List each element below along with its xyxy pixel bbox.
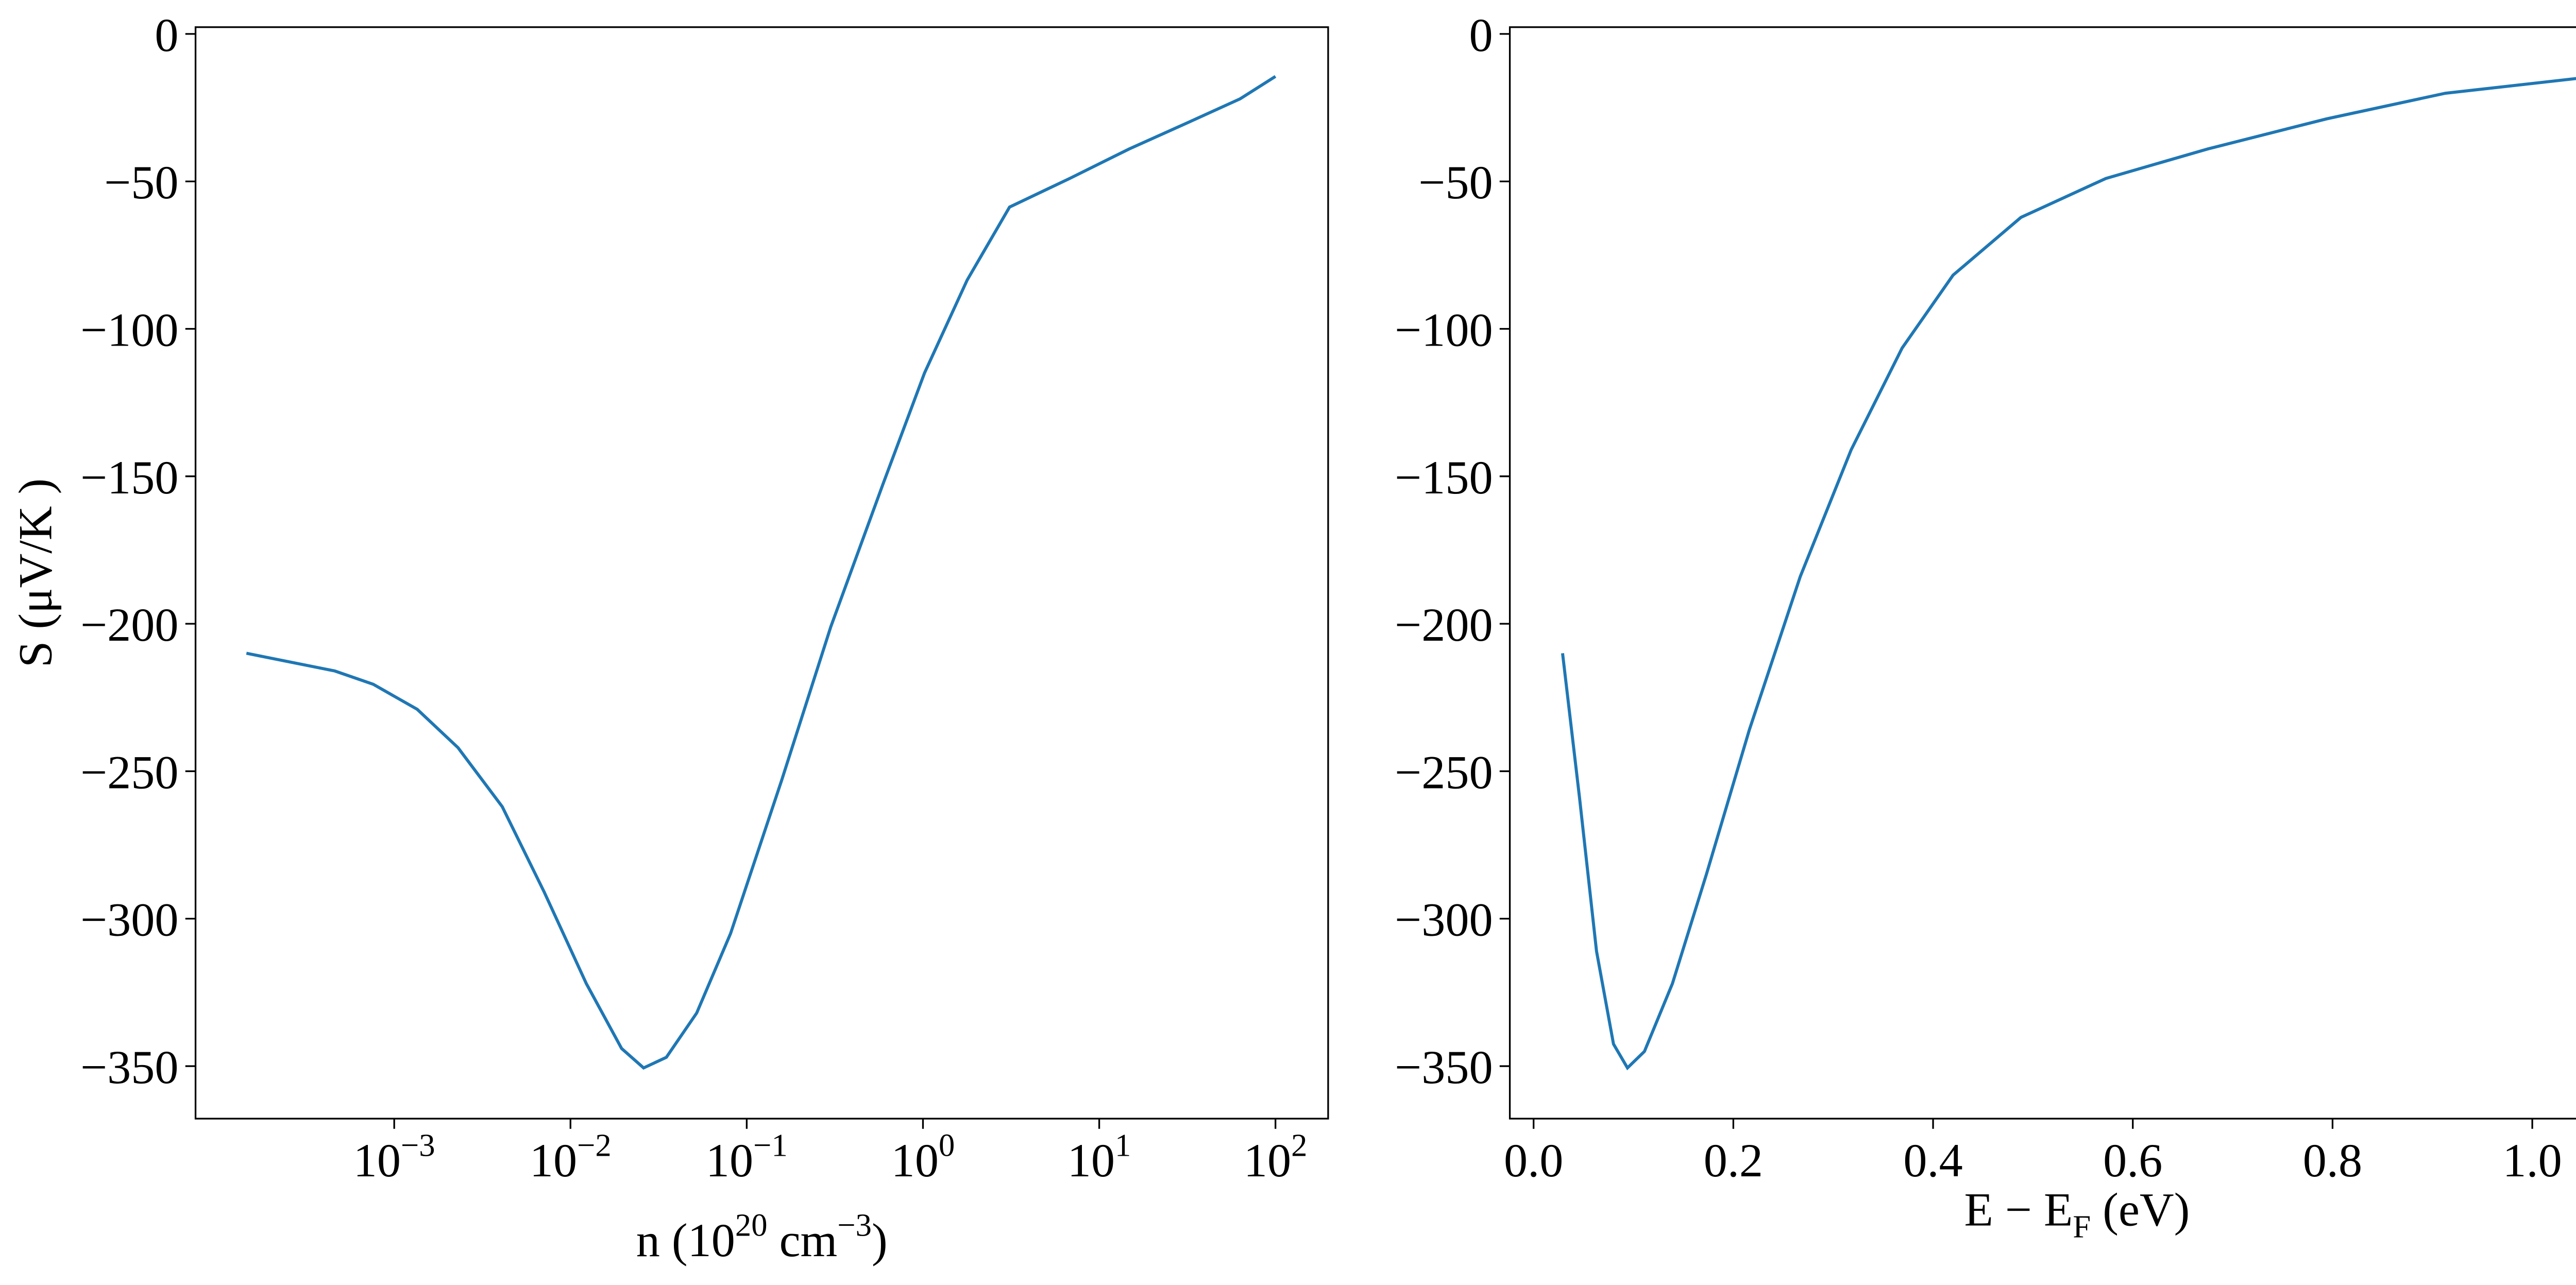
tick-base: 10 [530,1134,577,1187]
data-line [1561,77,2576,1071]
x-label-part: −3 [837,1207,872,1243]
y-tick-label: −300 [80,894,178,946]
tick-base: 10 [891,1134,939,1187]
x-tick-label: 0.6 [2103,1134,2162,1187]
tick-exponent: 1 [1115,1127,1131,1163]
x-label-part: cm [768,1214,838,1266]
x-tick-label: 0.2 [1704,1134,1763,1187]
x-label-part: ) [872,1214,888,1266]
tick-base: 10 [1067,1134,1115,1187]
y-axis-label: S (μV/K ) [9,478,61,667]
y-tick-label: −150 [80,451,178,504]
tick-exponent: −3 [401,1127,435,1163]
x-axis-label: n (1020 cm−3) [636,1207,888,1266]
axes-frame [1509,26,2576,1120]
tick-exponent: 2 [1291,1127,1307,1163]
x-tick-label: 0.4 [1903,1134,1962,1187]
x-label-part: 20 [735,1207,768,1243]
x-tick-label: 10−1 [706,1127,788,1187]
y-tick-label: −200 [80,598,178,651]
x-tick-label: 1.0 [2502,1134,2562,1187]
x-tick-label: 100 [891,1127,955,1187]
x-tick-label: 10−3 [353,1127,435,1187]
x-tick-label: 101 [1067,1127,1131,1187]
x-label-part: F [2073,1209,2091,1245]
x-label-part: n (10 [636,1214,735,1266]
y-tick-label: −200 [1395,598,1493,651]
y-tick-label: −300 [1395,894,1493,946]
x-tick-label: 10−2 [530,1127,612,1187]
y-tick-label: 0 [155,9,178,61]
y-tick-label: −100 [80,303,178,356]
tick-base: 10 [706,1134,753,1187]
axes-frame [194,26,1329,1120]
x-label-part: E − E [1964,1184,2073,1236]
tick-base: 10 [1244,1134,1291,1187]
tick-exponent: −1 [753,1127,788,1163]
y-tick-label: 0 [1469,9,1493,61]
y-tick-label: −50 [1418,156,1493,209]
x-axis-label: E − EF (eV) [1964,1184,2190,1245]
x-tick-label: 0.0 [1504,1134,1563,1187]
x-tick-label: 0.8 [2303,1134,2362,1187]
tick-base: 10 [353,1134,401,1187]
data-line [246,75,1277,1070]
x-label-part: (eV) [2091,1184,2190,1236]
x-tick-label: 102 [1244,1127,1308,1187]
y-tick-label: −350 [1395,1041,1493,1093]
tick-exponent: 0 [939,1127,955,1163]
tick-exponent: −2 [577,1127,612,1163]
y-tick-label: −150 [1395,451,1493,504]
y-tick-label: −350 [80,1041,178,1093]
y-tick-label: −50 [104,156,178,209]
y-tick-label: −100 [1395,303,1493,356]
y-tick-label: −250 [80,746,178,798]
y-tick-label: −250 [1395,746,1493,798]
